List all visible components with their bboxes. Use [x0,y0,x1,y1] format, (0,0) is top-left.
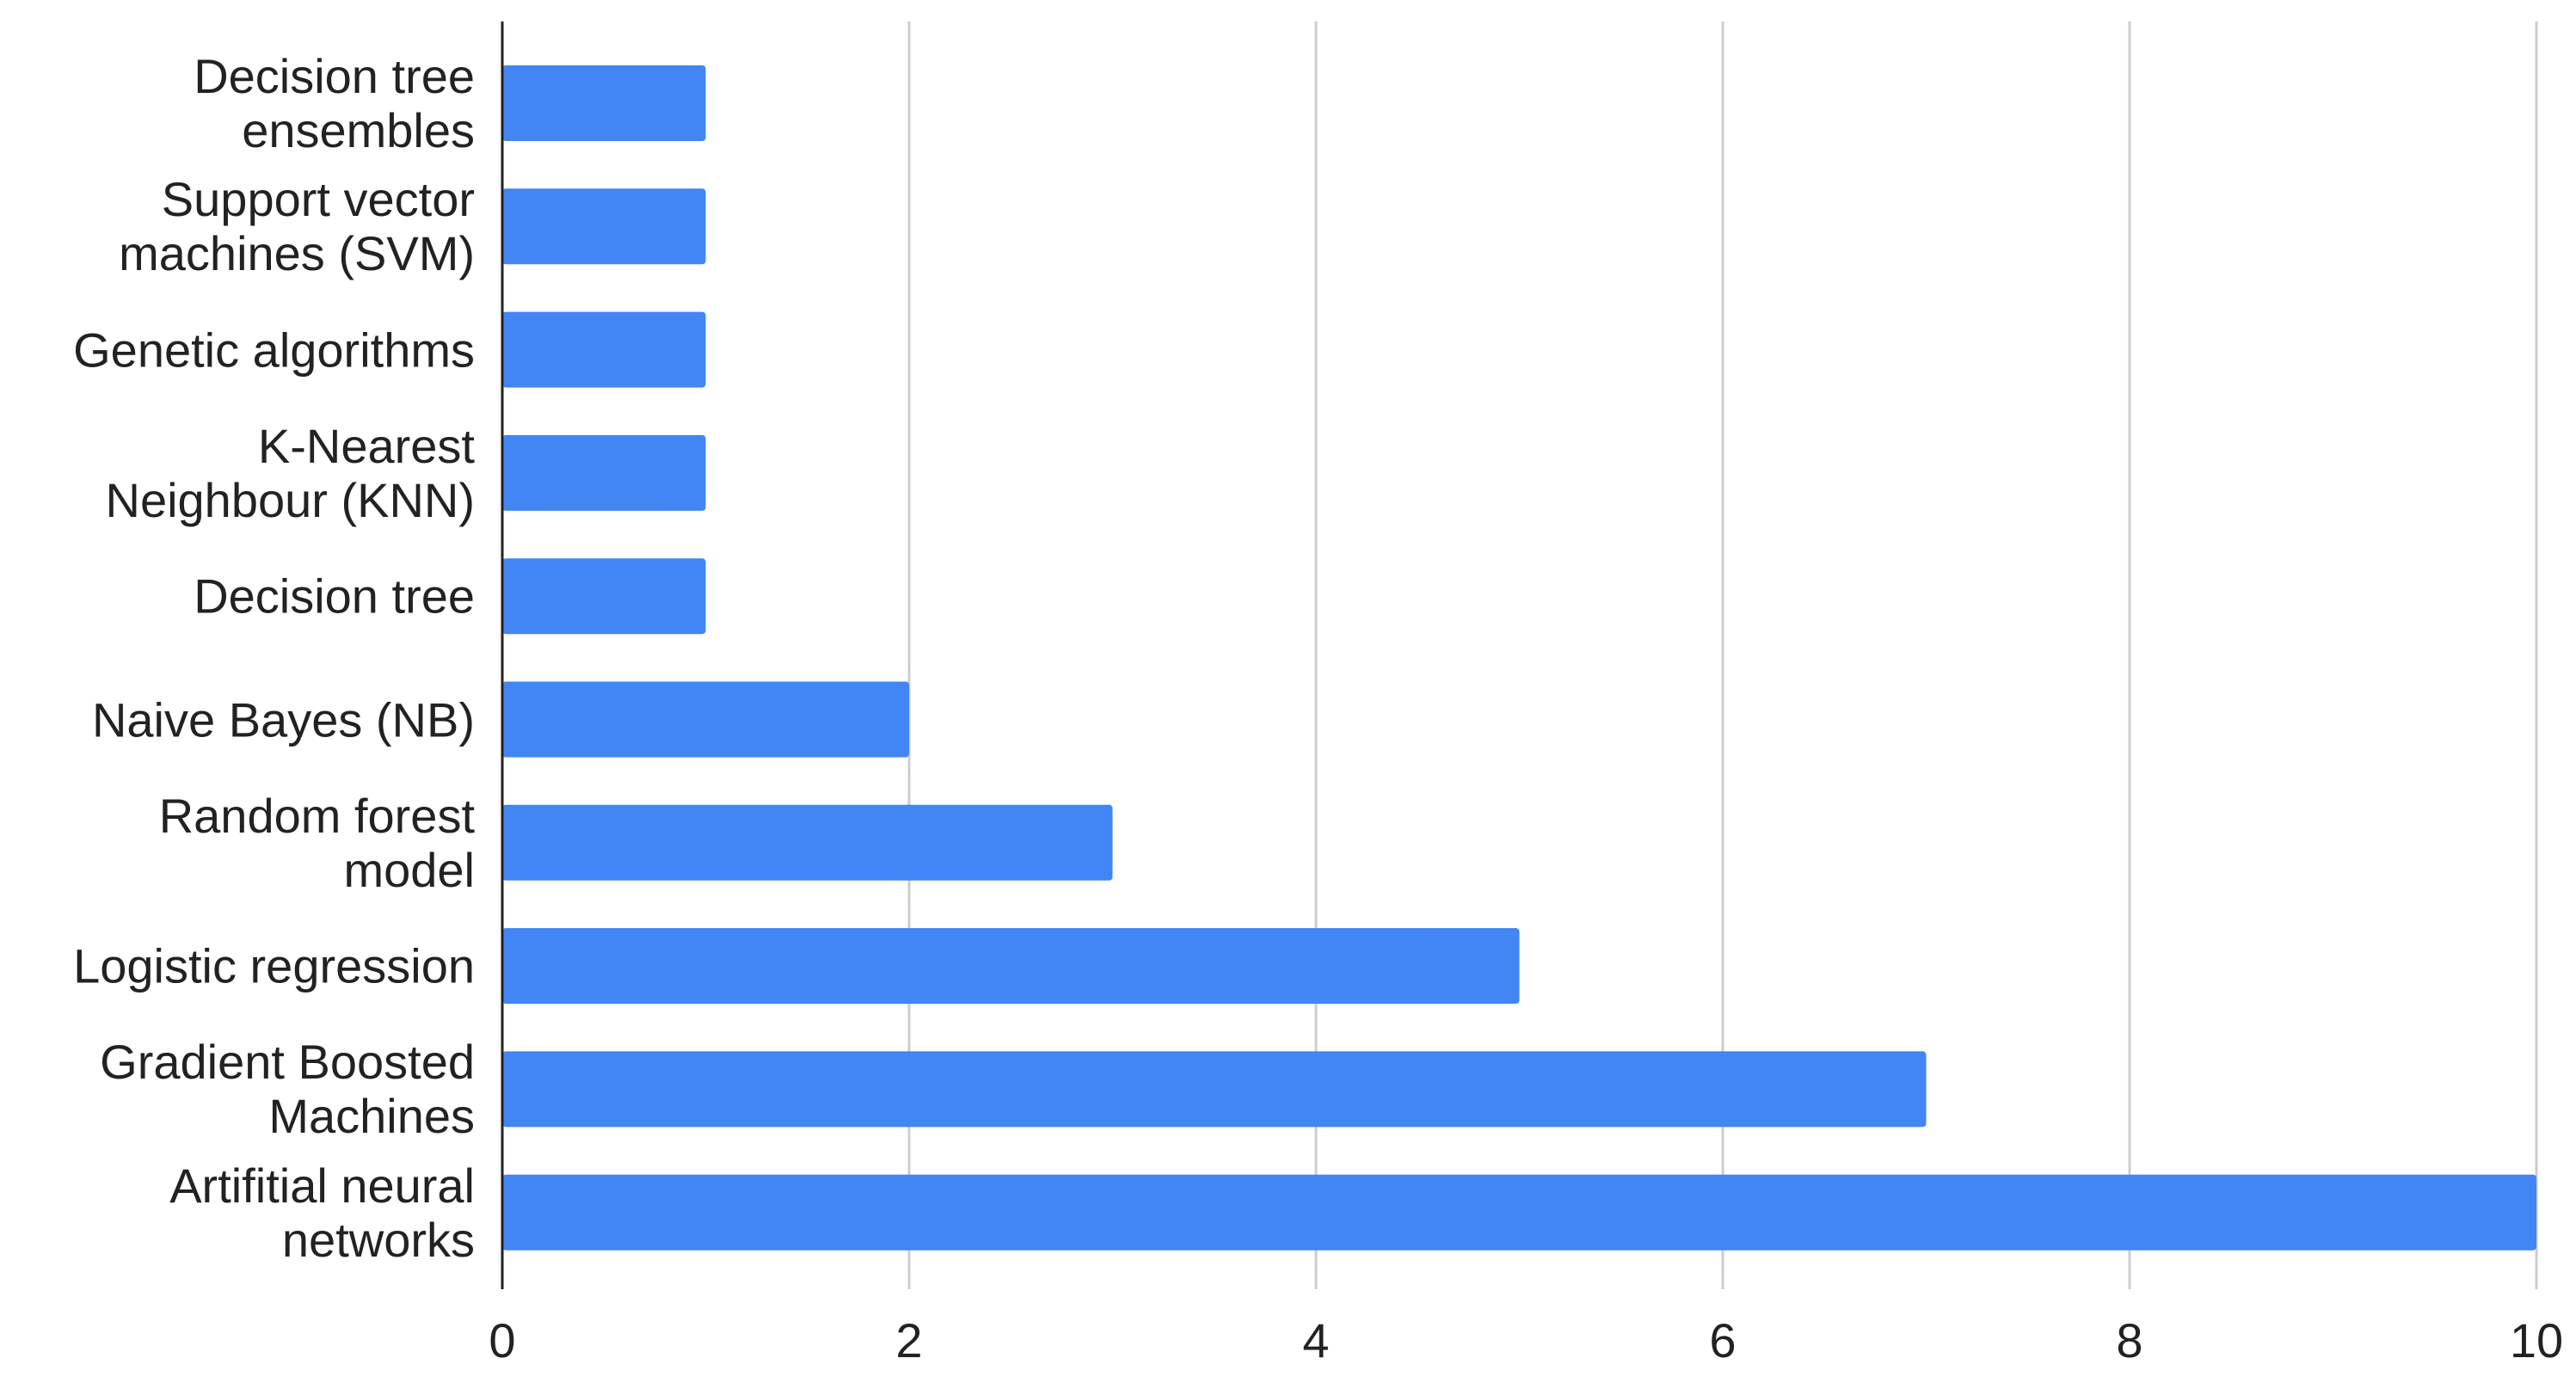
x-tick-label: 8 [2116,1313,2143,1367]
y-tick-label: K-Nearest Neighbour (KNN) [105,418,476,527]
x-tick-label: 4 [1302,1313,1329,1367]
bar [502,1051,1927,1128]
y-tick-label: Decision tree ensembles [194,49,475,157]
x-tick-label: 2 [895,1313,922,1367]
y-tick-label: Random forest model [158,788,475,897]
bar [502,804,1113,881]
y-tick-label: Artifitial neural networks [169,1158,475,1267]
y-tick-label: Decision tree [194,569,475,624]
x-tick-label: 0 [489,1313,515,1367]
x-tick-label: 10 [2510,1313,2563,1367]
bar [502,188,706,265]
bar [502,434,706,511]
y-tick-label: Naive Bayes (NB) [91,692,475,747]
x-tick-label: 6 [1709,1313,1736,1367]
bar [502,65,706,141]
y-tick-label: Logistic regression [73,938,475,993]
bar [502,928,1520,1005]
bar [502,311,706,388]
y-tick-label: Support vector machines (SVM) [119,172,475,281]
bar [502,681,909,758]
bar [502,1174,2536,1251]
y-tick-label: Genetic algorithms [73,323,475,378]
y-tick-label: Gradient Boosted Machines [100,1035,475,1144]
bar [502,558,706,635]
